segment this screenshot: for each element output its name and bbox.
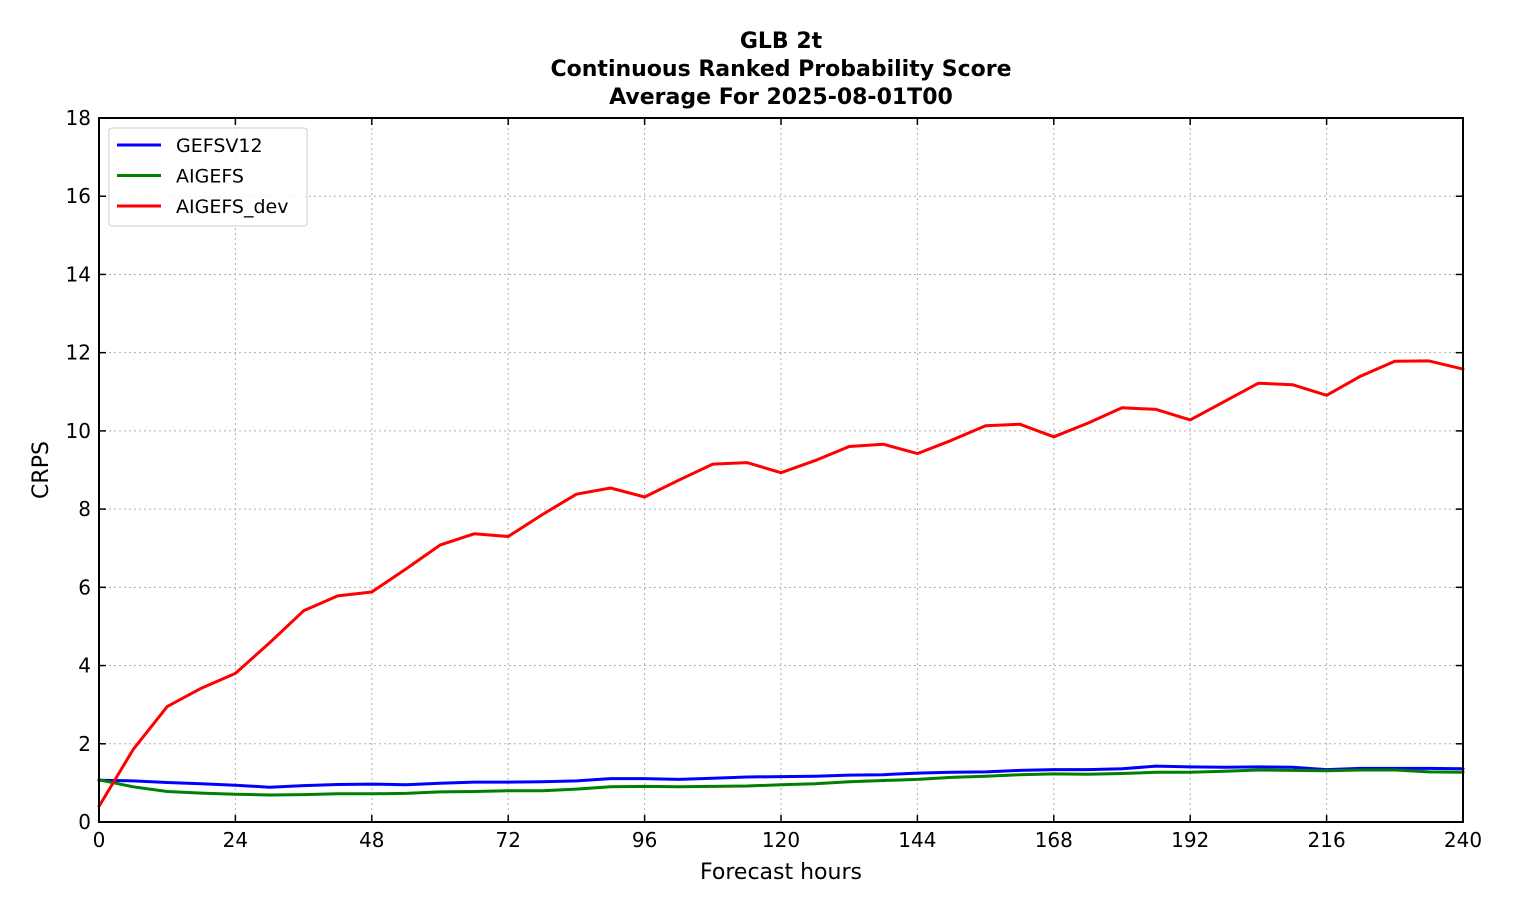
x-tick-label: 144 <box>898 828 936 852</box>
y-tick-label: 4 <box>78 654 91 678</box>
x-tick-label: 192 <box>1171 828 1209 852</box>
x-tick-label: 216 <box>1308 828 1346 852</box>
y-tick-label: 12 <box>66 341 91 365</box>
axis-ticks <box>98 117 1464 823</box>
x-tick-label: 0 <box>93 828 106 852</box>
x-tick-label: 168 <box>1035 828 1073 852</box>
chart-title: GLB 2t Continuous Ranked Probability Sco… <box>551 29 1012 110</box>
chart-title-line-3: Average For 2025-08-01T00 <box>609 85 953 110</box>
y-tick-label: 14 <box>66 262 91 286</box>
legend-label-aigefs: AIGEFS <box>176 166 244 188</box>
x-tick-label: 72 <box>495 828 520 852</box>
legend-label-aigefs-dev: AIGEFS_dev <box>176 196 288 218</box>
series-line-gefsv12 <box>97 764 1465 789</box>
y-tick-label: 6 <box>78 575 91 599</box>
series-line-aigefs <box>97 768 1465 797</box>
y-tick-label: 2 <box>78 732 91 756</box>
y-axis-label: CRPS <box>29 441 54 499</box>
y-tick-label: 0 <box>78 810 91 834</box>
legend-box <box>108 127 308 227</box>
x-tick-label: 96 <box>632 828 657 852</box>
x-tick-label: 120 <box>762 828 800 852</box>
chart-title-line-1: GLB 2t <box>740 29 823 54</box>
x-tick-label: 24 <box>223 828 248 852</box>
x-tick-labels: 0 24 48 72 96 120 144 168 192 216 240 <box>93 828 1482 852</box>
series-lines <box>97 359 1465 808</box>
legend-label-gefsv12: GEFSV12 <box>176 135 263 157</box>
y-tick-label: 8 <box>78 497 91 521</box>
y-tick-label: 10 <box>66 419 91 443</box>
y-tick-label: 16 <box>66 184 91 208</box>
chart-title-line-2: Continuous Ranked Probability Score <box>551 57 1012 82</box>
series-line-aigefs-dev <box>97 359 1465 808</box>
x-tick-label: 240 <box>1444 828 1482 852</box>
x-tick-label: 48 <box>359 828 384 852</box>
y-tick-labels: 0 2 4 6 8 10 12 14 16 18 <box>66 106 91 834</box>
y-tick-label: 18 <box>66 106 91 130</box>
x-axis-label: Forecast hours <box>700 860 862 885</box>
legend: GEFSV12 AIGEFS AIGEFS_dev <box>108 127 308 227</box>
